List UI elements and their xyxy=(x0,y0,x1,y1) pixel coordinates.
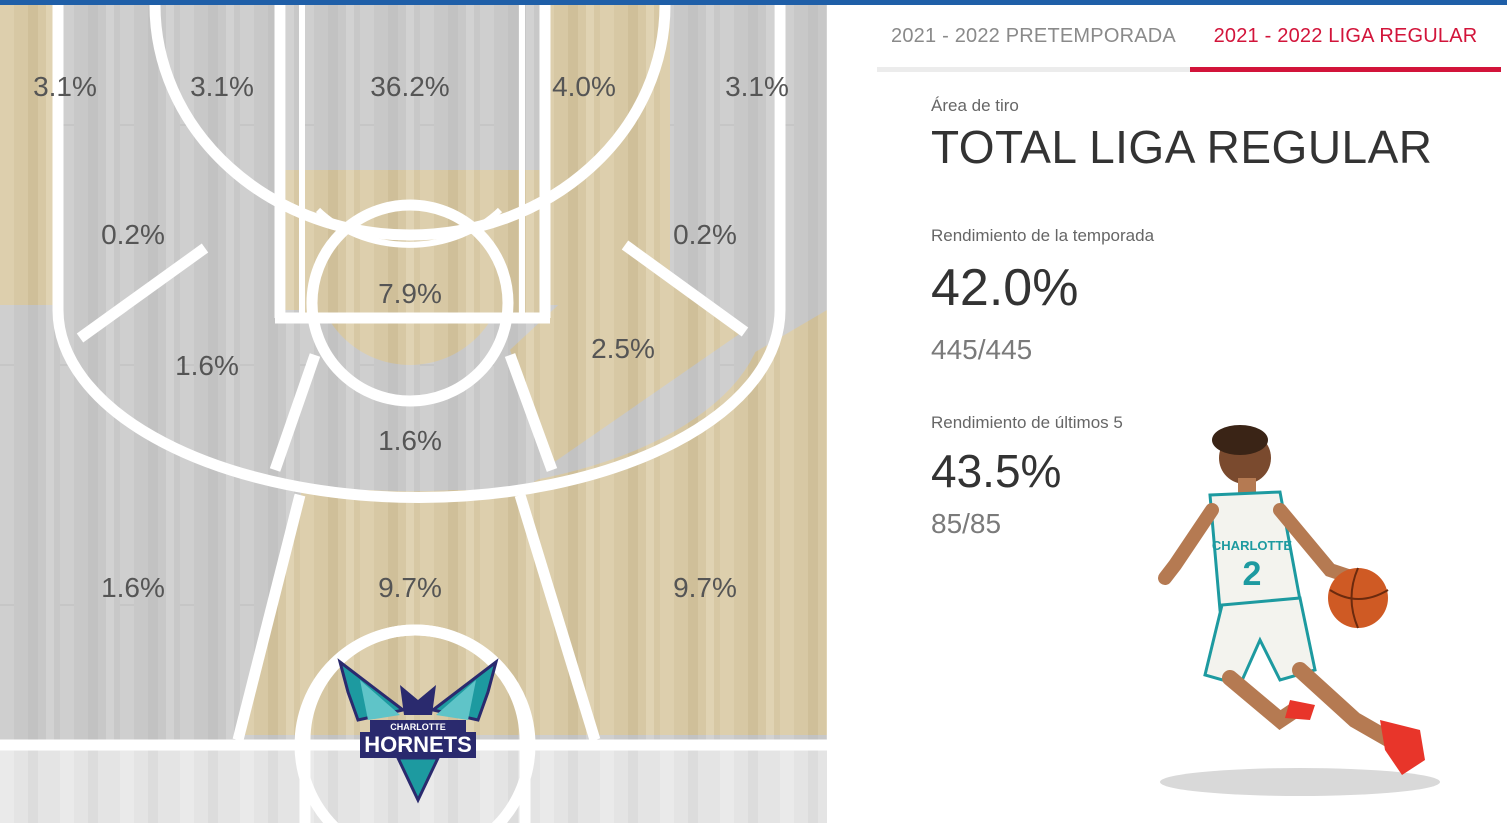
hornets-logo: CHARLOTTE HORNETS xyxy=(337,658,499,804)
zone-label-mid-right-base: 0.2% xyxy=(673,219,737,250)
logo-line1: CHARLOTTE xyxy=(390,722,446,732)
season-performance-label: Rendimiento de la temporada xyxy=(931,226,1155,245)
last5-performance-ratio: 85/85 xyxy=(931,508,1002,539)
court-lines xyxy=(0,5,827,823)
tab-regular-season[interactable]: 2021 - 2022 LIGA REGULAR xyxy=(1190,5,1501,72)
zone-corner-right[interactable] xyxy=(670,5,827,305)
season-performance-ratio: 445/445 xyxy=(931,334,1033,365)
zone-mid-band xyxy=(60,310,765,492)
zone-mid-center[interactable] xyxy=(275,350,550,480)
zone-label-corner-left: 3.1% xyxy=(33,71,97,102)
jersey-text: CHARLOTTE xyxy=(1212,538,1292,553)
zone-label-ft-circle: 7.9% xyxy=(378,278,442,309)
logo-line2: HORNETS xyxy=(364,732,472,757)
shot-chart-court: 3.1% 3.1% 36.2% 4.0% 3.1% 0.2% 0.2% 7.9%… xyxy=(0,5,827,823)
zone-label-wing-left-top: 3.1% xyxy=(190,71,254,102)
zone-label-mid-center: 1.6% xyxy=(378,425,442,456)
zone-label-three-left: 1.6% xyxy=(101,572,165,603)
zone-label-wing-right-top: 4.0% xyxy=(552,71,616,102)
tab-preseason[interactable]: 2021 - 2022 PRETEMPORADA xyxy=(877,5,1190,72)
zone-label-three-right: 9.7% xyxy=(673,572,737,603)
zone-three-right[interactable] xyxy=(520,310,827,735)
top-accent-bar xyxy=(0,0,1507,5)
shot-area-label: Área de tiro xyxy=(931,96,1019,115)
last5-performance-pct: 43.5% xyxy=(931,445,1062,497)
shot-area-value: TOTAL LIGA REGULAR xyxy=(931,121,1433,173)
zone-label-mid-left-base: 0.2% xyxy=(101,219,165,250)
zone-wing-left-top[interactable] xyxy=(55,5,155,305)
zone-label-three-center: 9.7% xyxy=(378,572,442,603)
season-performance-pct: 42.0% xyxy=(931,259,1079,317)
zone-label-paint-top: 36.2% xyxy=(370,71,449,102)
zone-label-mid-right: 2.5% xyxy=(591,333,655,364)
zone-label-corner-right: 3.1% xyxy=(725,71,789,102)
court-svg: 3.1% 3.1% 36.2% 4.0% 3.1% 0.2% 0.2% 7.9%… xyxy=(0,5,827,823)
player-photo: CHARLOTTE 2 xyxy=(1140,420,1450,805)
zone-three-left[interactable] xyxy=(0,310,300,735)
season-tabs: 2021 - 2022 PRETEMPORADA 2021 - 2022 LIG… xyxy=(877,5,1501,72)
zone-corner-left[interactable] xyxy=(0,5,55,305)
last5-performance-label: Rendimiento de últimos 5 xyxy=(931,413,1123,432)
zone-label-mid-left: 1.6% xyxy=(175,350,239,381)
jersey-number: 2 xyxy=(1243,555,1262,593)
